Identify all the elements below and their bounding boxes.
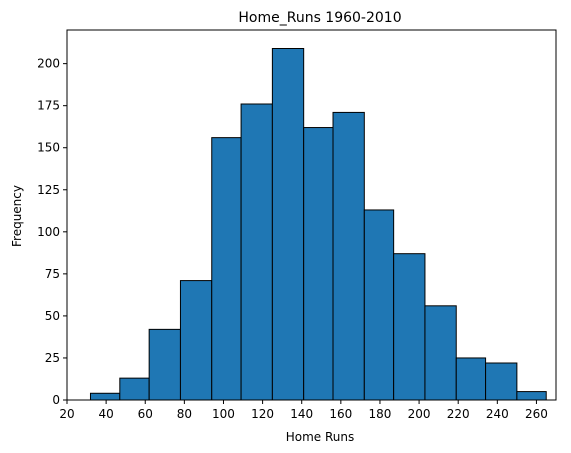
x-axis-label: Home Runs bbox=[286, 430, 355, 444]
histogram-bar-13 bbox=[485, 362, 518, 401]
y-tick-label: 50 bbox=[45, 309, 60, 323]
bars-group bbox=[89, 48, 547, 401]
histogram-bar-9 bbox=[363, 209, 395, 401]
histogram-bar-6 bbox=[271, 48, 305, 401]
histogram-bar-0 bbox=[89, 392, 121, 401]
histogram-bar-14 bbox=[516, 391, 547, 401]
y-axis: 0 25 50 75 100 125 150 175 200 bbox=[37, 57, 67, 407]
histogram-bar-11 bbox=[424, 305, 457, 401]
histogram-bar-7 bbox=[303, 127, 334, 401]
chart-title: Home_Runs 1960-2010 bbox=[238, 10, 401, 26]
plot-frame bbox=[66, 29, 557, 401]
histogram-bar-4 bbox=[211, 137, 242, 401]
histogram-bar-2 bbox=[148, 328, 181, 401]
y-tick-label: 125 bbox=[37, 183, 60, 197]
y-tick-label: 200 bbox=[37, 57, 60, 71]
histogram-bar-12 bbox=[455, 357, 487, 401]
y-tick-label: 75 bbox=[45, 267, 60, 281]
x-tick-label: 60 bbox=[138, 407, 153, 421]
x-tick-label: 120 bbox=[251, 407, 274, 421]
x-tick-label: 40 bbox=[98, 407, 113, 421]
histogram-bar-1 bbox=[119, 377, 150, 401]
x-tick-label: 20 bbox=[59, 407, 74, 421]
histogram-bar-3 bbox=[179, 280, 213, 401]
y-tick-label: 175 bbox=[37, 99, 60, 113]
x-tick-label: 200 bbox=[408, 407, 431, 421]
histogram-bar-8 bbox=[332, 111, 365, 401]
x-tick-label: 240 bbox=[486, 407, 509, 421]
histogram-bar-10 bbox=[393, 253, 426, 401]
histogram-bar-5 bbox=[240, 103, 273, 401]
x-tick-label: 100 bbox=[212, 407, 235, 421]
y-tick-label: 100 bbox=[37, 225, 60, 239]
y-tick-label: 25 bbox=[45, 351, 60, 365]
x-tick-label: 160 bbox=[329, 407, 352, 421]
x-axis: 20 40 60 80 100 120 140 160 180 200 220 240 260 bbox=[59, 400, 548, 421]
y-tick-label: 0 bbox=[52, 393, 60, 407]
x-tick-label: 80 bbox=[177, 407, 192, 421]
x-tick-label: 180 bbox=[369, 407, 392, 421]
y-axis-label: Frequency bbox=[10, 185, 24, 247]
x-tick-label: 140 bbox=[290, 407, 313, 421]
x-tick-label: 220 bbox=[447, 407, 470, 421]
y-tick-label: 150 bbox=[37, 141, 60, 155]
x-tick-label: 260 bbox=[525, 407, 548, 421]
